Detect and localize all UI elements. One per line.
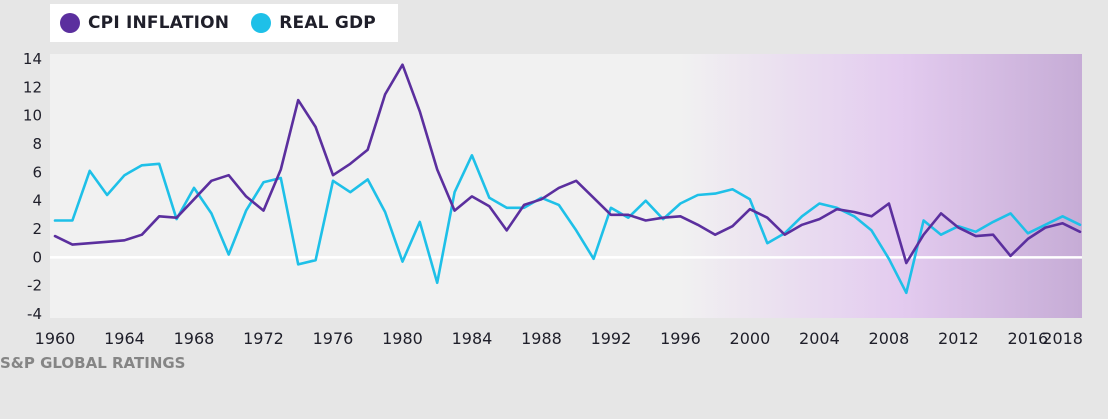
x-tick-label: 2004 <box>799 329 840 348</box>
series-lines <box>53 63 1082 295</box>
legend-item-gdp: REAL GDP <box>251 13 376 33</box>
plot-background-highlight <box>680 54 1082 318</box>
legend-item-cpi: CPI INFLATION <box>60 13 229 33</box>
x-axis: 1960 1964 1968 1972 1976 1980 1984 1988 1992 1996… <box>35 329 1083 348</box>
x-tick-label: 1988 <box>521 329 562 348</box>
y-tick-label: 4 <box>32 192 42 210</box>
y-tick-label: 8 <box>32 135 42 153</box>
x-tick-label: 1980 <box>382 329 423 348</box>
x-tick-label: 1968 <box>174 329 215 348</box>
chart-legend: CPI INFLATION REAL GDP <box>50 4 398 42</box>
series-line-real-gdp <box>53 154 1082 295</box>
x-tick-label: 2012 <box>938 329 979 348</box>
y-tick-label: -4 <box>27 305 42 323</box>
y-tick-label: 2 <box>32 220 42 238</box>
x-tick-label: 1972 <box>243 329 284 348</box>
x-tick-label: 2000 <box>730 329 771 348</box>
x-tick-label: 1964 <box>104 329 145 348</box>
y-tick-label: 0 <box>32 248 42 266</box>
legend-dot-cpi <box>60 13 80 33</box>
y-tick-label: -2 <box>27 277 42 295</box>
x-tick-label: 1996 <box>660 329 701 348</box>
source-label: S&P GLOBAL RATINGS <box>0 354 186 372</box>
series-line-cpi-inflation <box>53 63 1082 265</box>
y-tick-label: 12 <box>23 78 42 96</box>
legend-label-gdp: REAL GDP <box>279 13 376 33</box>
x-tick-label: 1960 <box>35 329 76 348</box>
y-axis: -4 -2 0 2 4 6 8 10 12 14 <box>23 50 42 323</box>
y-tick-label: 14 <box>23 50 42 68</box>
legend-dot-gdp <box>251 13 272 33</box>
x-tick-label: 1992 <box>591 329 632 348</box>
y-tick-label: 6 <box>32 163 42 181</box>
x-tick-label: 1976 <box>313 329 354 348</box>
x-tick-label: 2018 <box>1042 329 1083 348</box>
x-tick-label: 2016 <box>1008 329 1049 348</box>
x-tick-label: 2008 <box>869 329 910 348</box>
y-tick-label: 10 <box>23 107 42 125</box>
x-tick-label: 1984 <box>452 329 493 348</box>
legend-label-cpi: CPI INFLATION <box>88 13 230 33</box>
